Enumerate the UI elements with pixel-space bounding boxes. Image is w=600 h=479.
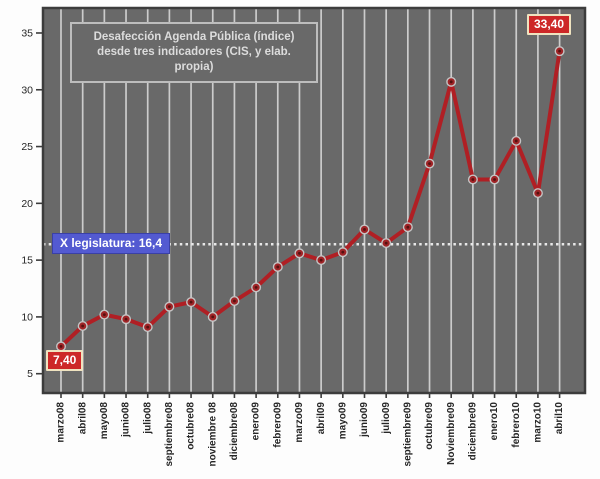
x-tick-label: diciembre08 — [229, 402, 240, 461]
x-tick-label: julio09 — [381, 402, 392, 435]
x-tick-label: enero09 — [251, 402, 262, 441]
data-point-center — [189, 300, 193, 304]
point-label-first: 7,40 — [46, 350, 84, 371]
x-tick-label: junio09 — [359, 402, 370, 438]
data-point-center — [81, 324, 85, 328]
x-tick-label: febrero09 — [272, 402, 283, 448]
point-label-last: 33,40 — [527, 14, 572, 35]
data-point-center — [536, 191, 540, 195]
plot-border — [41, 6, 587, 395]
y-tick-label: 25 — [21, 141, 33, 153]
chart-title-line-2: desde tres indicadores (CIS, y elab. — [97, 45, 291, 58]
x-tick-label: junio08 — [121, 402, 132, 438]
x-tick-label: mayo09 — [337, 402, 348, 440]
data-point-center — [406, 225, 410, 229]
x-tick-label: marzo09 — [294, 402, 305, 443]
x-tick-label: mayo08 — [99, 402, 110, 440]
data-point-center — [449, 80, 453, 84]
data-point-center — [363, 228, 366, 231]
y-tick-label: 35 — [21, 27, 33, 39]
y-tick-label: 15 — [21, 255, 33, 267]
y-tick-label: 20 — [21, 198, 33, 210]
chart-title-box: Desafección Agenda Pública (índice) desd… — [70, 22, 318, 83]
data-point-center — [254, 285, 258, 289]
data-point-center — [124, 317, 128, 321]
data-point-center — [233, 299, 236, 303]
data-point-center — [514, 139, 518, 143]
x-tick-label: abril10 — [554, 402, 565, 435]
data-point-center — [319, 258, 323, 262]
data-point-center — [59, 345, 63, 348]
data-point-center — [558, 49, 561, 53]
x-tick-label: septiembre08 — [164, 402, 175, 467]
data-point-center — [428, 162, 431, 165]
chart-title-line-1: Desafección Agenda Pública (índice) — [93, 31, 295, 43]
x-tick-label: octubre08 — [186, 402, 197, 450]
reference-line-label: X legislatura: 16,4 — [52, 233, 171, 254]
data-point-center — [167, 305, 171, 309]
data-point-center — [493, 178, 496, 181]
x-tick-label: noviembre 08 — [207, 402, 218, 467]
data-point-center — [102, 313, 106, 317]
x-tick-label: septiembre09 — [402, 402, 413, 467]
x-tick-label: Noviembre09 — [446, 402, 457, 465]
x-tick-label: marzo08 — [56, 402, 67, 443]
data-point-center — [341, 250, 345, 254]
x-tick-label: enero10 — [489, 402, 500, 441]
data-point-center — [471, 178, 475, 181]
x-tick-label: abril09 — [316, 402, 327, 435]
chart-title-line-3: propia) — [174, 60, 214, 73]
y-tick-label: 30 — [21, 84, 33, 96]
data-point-center — [211, 315, 215, 319]
x-tick-label: febrero10 — [511, 402, 522, 448]
y-tick-label: 5 — [27, 368, 33, 380]
x-tick-label: abril08 — [77, 402, 88, 435]
data-point-center — [146, 325, 150, 329]
data-point-center — [384, 241, 388, 245]
x-tick-label: julio08 — [142, 402, 153, 435]
x-tick-label: diciembre09 — [468, 402, 479, 461]
y-tick-label: 10 — [21, 311, 33, 323]
data-point-center — [298, 251, 301, 255]
x-tick-label: octubre09 — [424, 402, 435, 450]
data-point-center — [276, 265, 280, 269]
x-tick-label: marzo10 — [533, 402, 544, 443]
